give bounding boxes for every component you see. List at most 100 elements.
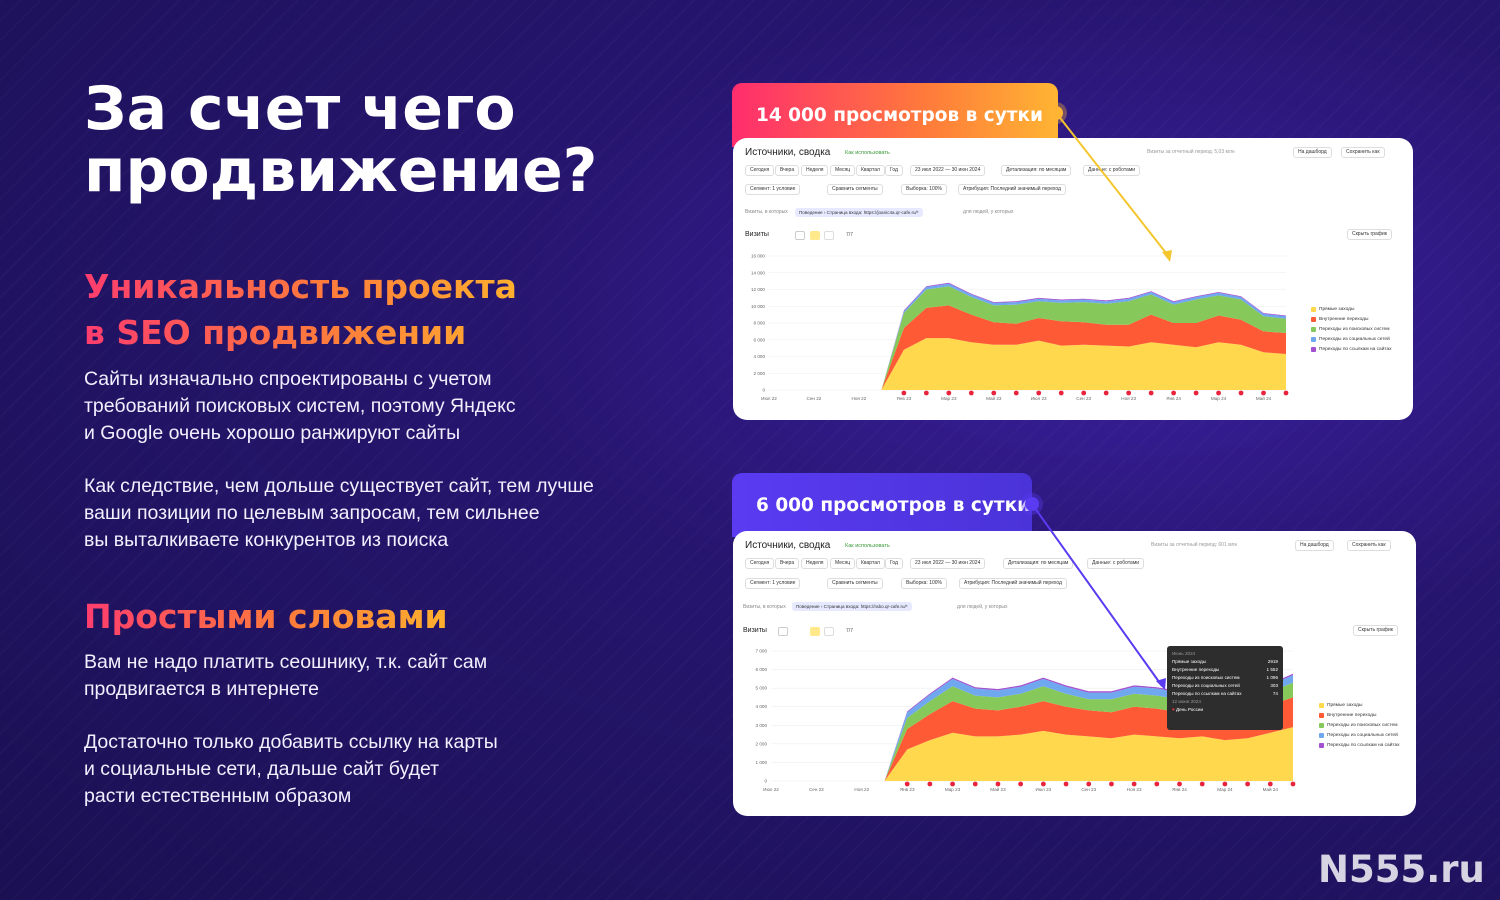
period-week[interactable]: Неделя [801,165,829,176]
bar-chart-icon[interactable] [824,231,834,240]
detail-select[interactable]: Детализация: по месяцам [1003,558,1074,569]
sample-select[interactable]: Выборка: 100% [901,184,947,195]
save-as-button[interactable]: Сохранить как [1347,540,1391,551]
legend-item[interactable]: Прямые заходы [1319,700,1400,710]
badge-bottom-views: 6 000 просмотров в сутки [732,473,1032,537]
filter-chip[interactable]: Поведение › Страница входа: https://joan… [795,208,923,217]
filter-chip[interactable]: Поведение › Страница входа: https://rabo… [792,602,912,611]
period-yesterday[interactable]: Вчера [775,165,800,176]
detail-select[interactable]: Детализация: по месяцам [1001,165,1072,176]
series-count[interactable]: 7/7 [846,232,853,238]
series-area [769,338,1286,390]
period-today[interactable]: Сегодня [745,165,775,176]
x-tick-label: Сен 23 [1076,396,1091,401]
event-marker [946,390,952,396]
robots-select[interactable]: Данные: с роботами [1083,165,1141,176]
area-chart-bottom: 0 1 000 2 000 3 000 4 000 5 000 6 000 7 000 Июл … [756,649,1296,792]
event-marker [1036,390,1042,396]
event-marker [1086,781,1092,787]
period-year[interactable]: Год [885,165,903,176]
area-chart-icon[interactable] [810,627,820,636]
segment-select[interactable]: Сегмент: 1 условие [745,578,801,589]
add-dashboard-label: На дашборд [1298,149,1327,155]
series-area [771,682,1293,781]
metric-label: Визиты [743,627,767,634]
event-marker [950,781,955,787]
badge-bottom-label: 6 000 просмотров в сутки [756,494,1031,516]
save-as-button[interactable]: Сохранить как [1341,147,1385,158]
area-chart-icon[interactable] [810,231,820,240]
legend-swatch [1311,316,1316,322]
attribution-select[interactable]: Атрибуция: Последний значимый переход [959,578,1067,589]
period-quarter[interactable]: Квартал [856,558,885,569]
date-range-picker[interactable]: 23 июл 2022 — 30 июн 2024 [910,558,986,569]
legend-item[interactable]: Переходы из социальных сетей [1311,334,1392,344]
text-line: Как следствие, чем дольше существует сай… [84,475,594,497]
legend-item[interactable]: Переходы по ссылкам на сайтах [1319,740,1400,750]
y-tick-label: 0 [764,779,767,784]
y-tick-label: 2 000 [754,371,766,376]
legend-item[interactable]: Внутренние переходы [1311,314,1392,324]
tooltip-value: 1 552 [1266,667,1279,672]
howto-link[interactable]: Как использовать [845,150,890,156]
compare-segments-button[interactable]: Сравнить сегменты [827,578,883,589]
period-month[interactable]: Месяц [830,165,856,176]
event-marker [1290,781,1296,787]
compare-segments-button[interactable]: Сравнить сегменты [827,184,883,195]
event-marker [1154,781,1160,787]
add-dashboard-button[interactable]: На дашборд [1295,540,1334,551]
bar-chart-icon[interactable] [824,627,834,636]
legend-item[interactable]: Переходы из поисковых систем [1311,324,1392,334]
tooltip-label: Переходы из социальных сетей [1172,683,1240,688]
legend-item[interactable]: Переходы из социальных сетей [1319,730,1400,740]
series-count[interactable]: 7/7 [846,628,853,634]
settings-icon[interactable] [778,627,788,636]
period-week[interactable]: Неделя [801,558,829,569]
event-marker [1245,781,1251,787]
legend-item[interactable]: Переходы из поисковых систем [1319,720,1400,730]
event-marker [1267,781,1273,787]
x-tick-label: Ноя 23 [1127,787,1142,792]
period-month[interactable]: Месяц [830,558,856,569]
headline-line-2: продвижение? [84,136,598,206]
period-year[interactable]: Год [885,558,903,569]
report-title: Источники, сводка [745,540,831,551]
tooltip-row: Прямые заходы 2919 [1172,658,1278,666]
legend-item[interactable]: Прямые заходы [1311,304,1392,314]
period-today[interactable]: Сегодня [745,558,775,569]
badge-top-dot [1049,106,1063,120]
tooltip-row: Переходы из поисковых систем 1 096 [1172,674,1278,682]
legend-label: Переходы из поисковых систем [1319,326,1390,332]
event-marker [968,390,974,396]
badge-bottom-dot [1025,497,1039,511]
date-range-picker[interactable]: 23 июл 2022 — 30 июн 2024 [910,165,986,176]
event-marker [1018,781,1024,787]
legend-item[interactable]: Переходы по ссылкам на сайтах [1311,344,1392,354]
event-marker [1216,390,1221,396]
period-quarter[interactable]: Квартал [856,165,885,176]
howto-link[interactable]: Как использовать [845,543,890,549]
text-line: и социальные сети, дальше сайт будет [84,758,440,780]
legend-label: Переходы из социальных сетей [1319,336,1390,342]
sample-select[interactable]: Выборка: 100% [901,578,947,589]
settings-icon[interactable] [795,231,805,240]
event-marker [1238,390,1244,396]
legend-item[interactable]: Внутренние переходы [1319,710,1400,720]
x-tick-label: Сен 22 [807,396,822,401]
hide-chart-button[interactable]: Скрыть график [1353,625,1398,636]
event-marker [991,390,997,396]
attribution-select[interactable]: Атрибуция: Последний значимый переход [958,184,1066,195]
segment-select[interactable]: Сегмент: 1 условие [745,184,801,195]
x-tick-label: Сен 22 [809,787,824,792]
hide-chart-button[interactable]: Скрыть график [1347,229,1392,240]
robots-select[interactable]: Данные: с роботами [1087,558,1145,569]
text-line: и Google очень хорошо ранжируют сайты [84,422,461,444]
event-marker [1040,781,1046,787]
event-marker [904,781,910,787]
legend-swatch [1319,732,1324,738]
tooltip-row: Переходы из социальных сетей 303 [1172,682,1278,690]
period-yesterday[interactable]: Вчера [775,558,800,569]
add-dashboard-button[interactable]: На дашборд [1293,147,1332,158]
legend-label: Переходы по ссылкам на сайтах [1327,742,1400,748]
period-visits-note: Визиты за отчетный период: 5,03 млн [1147,149,1235,155]
